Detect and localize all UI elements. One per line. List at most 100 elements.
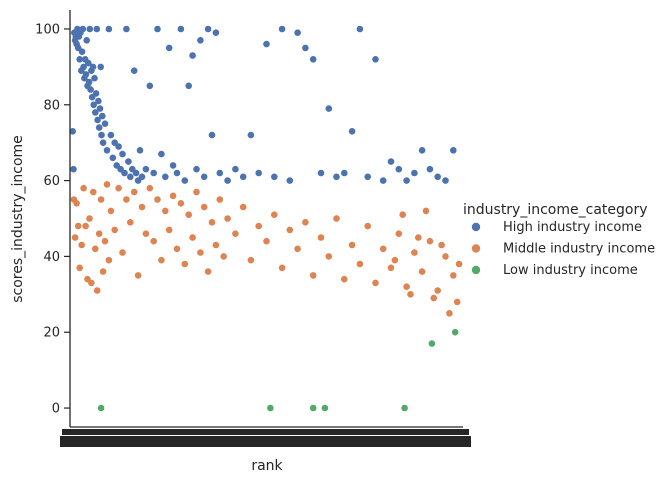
data-point bbox=[204, 25, 212, 33]
data-point bbox=[401, 404, 408, 412]
data-point bbox=[364, 173, 372, 181]
data-point bbox=[193, 188, 200, 196]
data-point bbox=[341, 275, 348, 283]
data-point bbox=[101, 120, 109, 127]
data-point bbox=[239, 173, 247, 181]
data-point bbox=[154, 196, 161, 203]
data-point bbox=[173, 245, 181, 253]
data-point bbox=[138, 203, 146, 211]
data-point bbox=[434, 173, 442, 181]
data-point bbox=[294, 29, 301, 36]
data-point bbox=[422, 207, 430, 215]
series-low-industry-income bbox=[97, 328, 459, 412]
x-axis-label: rank bbox=[251, 458, 283, 474]
data-point bbox=[142, 230, 150, 237]
data-point bbox=[200, 203, 208, 211]
data-point bbox=[105, 25, 113, 33]
series-high-industry-income bbox=[69, 25, 457, 184]
data-point bbox=[411, 169, 418, 177]
data-point bbox=[395, 230, 403, 237]
data-point bbox=[90, 188, 97, 196]
data-point bbox=[333, 215, 340, 222]
data-point bbox=[127, 219, 134, 226]
data-point bbox=[302, 44, 309, 52]
x-tick-marks bbox=[62, 429, 469, 435]
data-point bbox=[79, 25, 87, 33]
data-point bbox=[348, 241, 356, 249]
data-point bbox=[212, 241, 220, 249]
data-point bbox=[91, 74, 98, 82]
data-point bbox=[286, 226, 294, 234]
data-point bbox=[220, 253, 227, 260]
data-point bbox=[442, 177, 449, 184]
data-point bbox=[97, 63, 104, 71]
data-point bbox=[247, 131, 255, 139]
y-tick-label: 0 bbox=[52, 402, 60, 417]
x-tick-labels bbox=[60, 436, 471, 447]
data-point bbox=[247, 256, 255, 264]
data-point bbox=[95, 97, 102, 105]
data-point bbox=[70, 165, 77, 173]
data-point bbox=[185, 82, 192, 90]
data-point bbox=[90, 101, 97, 109]
data-point bbox=[142, 165, 150, 173]
data-point bbox=[101, 237, 109, 245]
data-point bbox=[451, 328, 459, 336]
data-point bbox=[189, 234, 196, 241]
data-point bbox=[92, 245, 99, 253]
data-point bbox=[89, 63, 97, 71]
data-point bbox=[119, 249, 126, 256]
data-point bbox=[85, 78, 93, 86]
legend-marker bbox=[471, 265, 481, 275]
data-point bbox=[263, 237, 270, 245]
data-point bbox=[407, 291, 414, 298]
data-point bbox=[232, 165, 239, 173]
data-point bbox=[127, 173, 134, 181]
data-point bbox=[132, 169, 140, 177]
data-point bbox=[173, 169, 181, 177]
data-point bbox=[96, 105, 104, 112]
data-point bbox=[325, 105, 333, 112]
data-point bbox=[426, 237, 434, 245]
data-point bbox=[121, 169, 128, 177]
data-point bbox=[309, 56, 317, 63]
data-point bbox=[73, 200, 80, 207]
legend-marker bbox=[471, 222, 481, 232]
data-point bbox=[212, 29, 220, 36]
data-point bbox=[200, 173, 208, 181]
data-point bbox=[181, 177, 189, 184]
data-point bbox=[103, 181, 111, 188]
y-tick-label: 100 bbox=[35, 22, 60, 37]
data-point bbox=[372, 279, 379, 287]
data-point bbox=[136, 147, 144, 154]
data-point bbox=[294, 245, 301, 253]
data-point bbox=[74, 222, 82, 230]
data-point bbox=[150, 237, 157, 245]
data-point bbox=[239, 203, 247, 211]
data-point bbox=[255, 169, 262, 177]
data-point bbox=[278, 25, 286, 33]
x-axis bbox=[60, 426, 471, 447]
data-point bbox=[138, 173, 146, 181]
data-point bbox=[450, 147, 457, 154]
data-point bbox=[317, 234, 325, 241]
legend-entry: High industry income bbox=[471, 220, 642, 235]
data-point bbox=[181, 260, 189, 268]
data-point bbox=[123, 196, 130, 203]
data-point bbox=[197, 249, 204, 256]
data-point bbox=[92, 109, 99, 116]
data-point bbox=[278, 264, 286, 272]
data-point bbox=[111, 226, 118, 234]
data-point bbox=[333, 173, 340, 181]
data-point bbox=[88, 279, 95, 287]
data-point bbox=[78, 241, 85, 249]
data-point bbox=[453, 298, 461, 306]
data-point bbox=[130, 67, 138, 74]
data-point bbox=[387, 158, 395, 165]
data-point bbox=[309, 272, 317, 279]
data-point bbox=[263, 40, 270, 48]
data-point bbox=[224, 177, 231, 184]
data-point bbox=[82, 222, 89, 230]
data-point bbox=[86, 215, 93, 222]
data-point bbox=[134, 272, 142, 279]
